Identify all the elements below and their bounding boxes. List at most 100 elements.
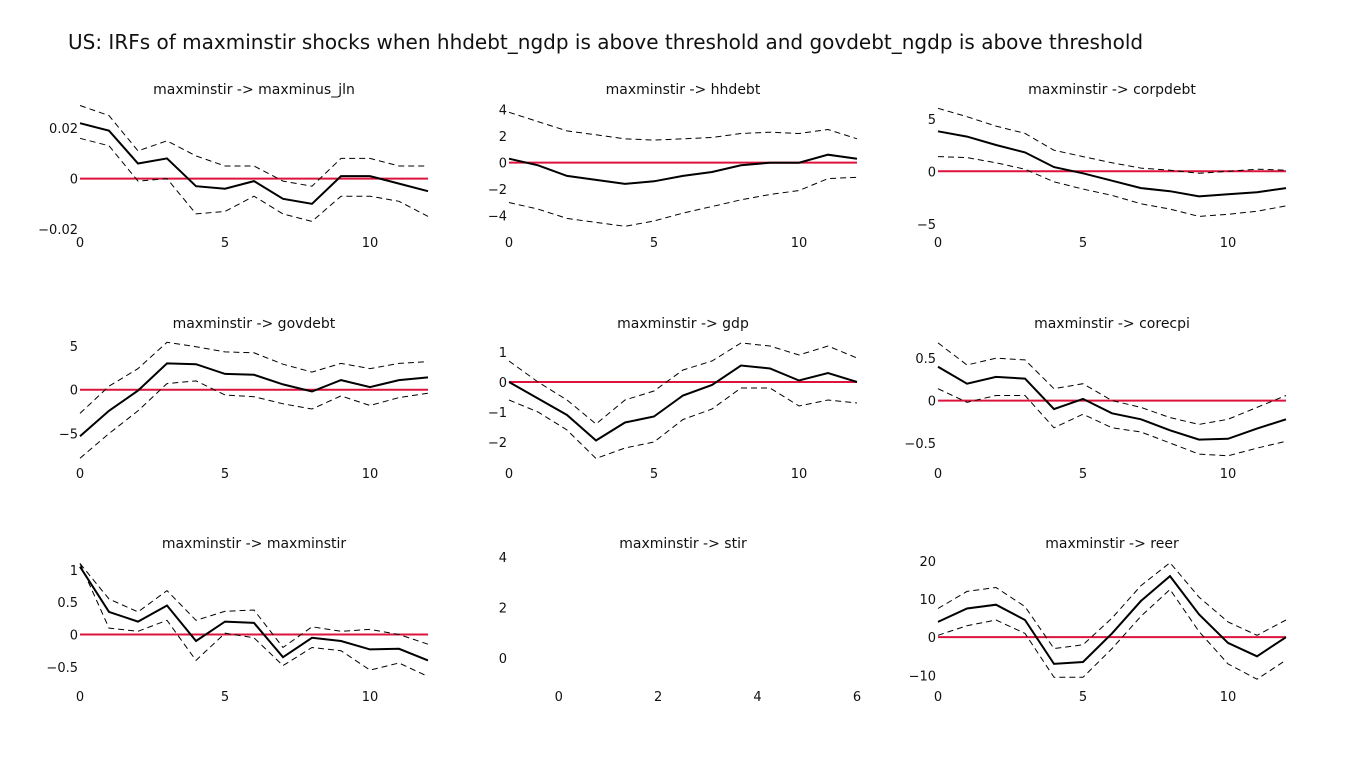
irf-line: [937, 574, 1287, 665]
x-tick-label: 2: [654, 690, 662, 705]
lower-band-line: [937, 156, 1287, 217]
subplot-title: maxminstir -> reer: [1045, 536, 1179, 552]
subplot-9: maxminstir -> reer −10 0 10 20 0 5 10: [909, 536, 1287, 705]
subplot-title: maxminstir -> maxminstir: [162, 536, 347, 552]
x-tick-label: 10: [791, 236, 808, 251]
upper-band-line: [79, 105, 428, 187]
y-tick-label: 5: [70, 340, 78, 355]
x-tick-label: 5: [1079, 236, 1087, 251]
x-tick-label: 0: [555, 690, 563, 705]
x-tick-label: 5: [1079, 690, 1087, 705]
subplot-3: maxminstir -> corpdebt −5 0 5 0 5 10: [917, 82, 1287, 251]
irf-line: [937, 365, 1287, 441]
subplot-title: maxminstir -> maxminus_jln: [153, 82, 355, 98]
y-tick-label: 4: [499, 104, 507, 119]
upper-band-line: [937, 342, 1287, 425]
x-tick-label: 0: [934, 467, 942, 482]
x-tick-label: 10: [362, 467, 379, 482]
x-tick-label: 10: [791, 467, 808, 482]
lower-band-line: [508, 387, 858, 460]
subplot-title: maxminstir -> govdebt: [173, 316, 336, 332]
x-tick-label: 0: [505, 236, 513, 251]
x-tick-label: 10: [1220, 467, 1237, 482]
lower-band-line: [937, 588, 1287, 680]
y-tick-label: −2: [488, 436, 507, 451]
x-tick-label: 0: [76, 467, 84, 482]
y-tick-label: 20: [919, 555, 936, 570]
y-tick-label: −5: [917, 218, 936, 233]
subplot-title: maxminstir -> hhdebt: [606, 82, 761, 98]
x-tick-label: 10: [1220, 236, 1237, 251]
x-tick-label: 5: [650, 236, 658, 251]
upper-band-line: [79, 341, 429, 414]
x-tick-label: 5: [1079, 467, 1087, 482]
y-tick-label: 0: [70, 629, 78, 644]
y-tick-label: 0.5: [915, 352, 936, 367]
x-tick-label: 0: [934, 236, 942, 251]
subplot-6: maxminstir -> corecpi −0.5 0 0.5 0 5 10: [904, 316, 1287, 482]
y-tick-label: 2: [499, 130, 507, 145]
subplot-title: maxminstir -> corpdebt: [1028, 82, 1196, 98]
x-tick-label: 5: [221, 467, 229, 482]
x-tick-label: 5: [650, 467, 658, 482]
y-tick-label: −0.5: [904, 437, 936, 452]
lower-band-line: [79, 380, 429, 459]
x-tick-label: 0: [934, 690, 942, 705]
y-tick-label: 2: [499, 601, 507, 616]
lower-band-line: [937, 388, 1287, 457]
y-tick-label: −10: [909, 669, 936, 684]
y-tick-label: −1: [488, 406, 507, 421]
figure-title: US: IRFs of maxminstir shocks when hhdeb…: [68, 30, 1144, 54]
y-tick-label: 5: [928, 113, 936, 128]
upper-band-line: [508, 111, 858, 141]
subplot-4: maxminstir -> govdebt −5 0 5 0 5 10: [59, 316, 429, 482]
lower-band-line: [508, 176, 858, 227]
subplot-2: maxminstir -> hhdebt −4 −2 0 2 4 0 5 10: [488, 82, 858, 251]
y-tick-label: 0.02: [49, 122, 78, 137]
y-tick-label: 0.5: [57, 596, 78, 611]
y-tick-label: 0: [928, 395, 936, 410]
y-tick-label: 0: [70, 173, 78, 188]
y-tick-label: 1: [499, 346, 507, 361]
subplot-title: maxminstir -> stir: [619, 536, 747, 552]
irf-line: [79, 566, 429, 662]
y-tick-label: −0.5: [46, 661, 78, 676]
irf-line: [79, 362, 429, 438]
upper-band-line: [79, 563, 429, 649]
x-tick-label: 5: [221, 236, 229, 251]
irf-line: [79, 122, 429, 205]
x-tick-label: 4: [753, 690, 761, 705]
y-tick-label: −5: [59, 428, 78, 443]
y-tick-label: 4: [499, 551, 507, 566]
y-tick-label: 10: [919, 593, 936, 608]
x-tick-label: 6: [853, 690, 861, 705]
x-tick-label: 5: [221, 690, 229, 705]
y-tick-label: 0: [499, 157, 507, 172]
subplot-7: maxminstir -> maxminstir−0.500.510 5 10: [46, 536, 429, 705]
x-tick-label: 0: [76, 690, 84, 705]
y-tick-label: 0: [70, 384, 78, 399]
y-tick-label: −0.02: [38, 223, 78, 238]
x-tick-label: 10: [362, 690, 379, 705]
x-tick-label: 0: [505, 467, 513, 482]
lower-band-line: [79, 137, 429, 222]
y-tick-label: −4: [488, 210, 507, 225]
irf-line: [508, 364, 858, 442]
subplot-title: maxminstir -> gdp: [617, 316, 749, 332]
y-tick-label: 0: [499, 376, 507, 391]
irf-line: [937, 130, 1287, 198]
x-tick-label: 10: [362, 236, 379, 251]
upper-band-line: [937, 562, 1287, 650]
upper-band-line: [937, 107, 1287, 174]
y-tick-label: −2: [488, 183, 507, 198]
y-tick-label: 0: [928, 631, 936, 646]
irf-line: [508, 153, 858, 185]
upper-band-line: [508, 342, 858, 425]
subplot-title: maxminstir -> corecpi: [1034, 316, 1190, 332]
x-tick-label: 10: [1220, 690, 1237, 705]
y-tick-label: 0: [928, 165, 936, 180]
y-tick-label: 1: [70, 564, 78, 579]
